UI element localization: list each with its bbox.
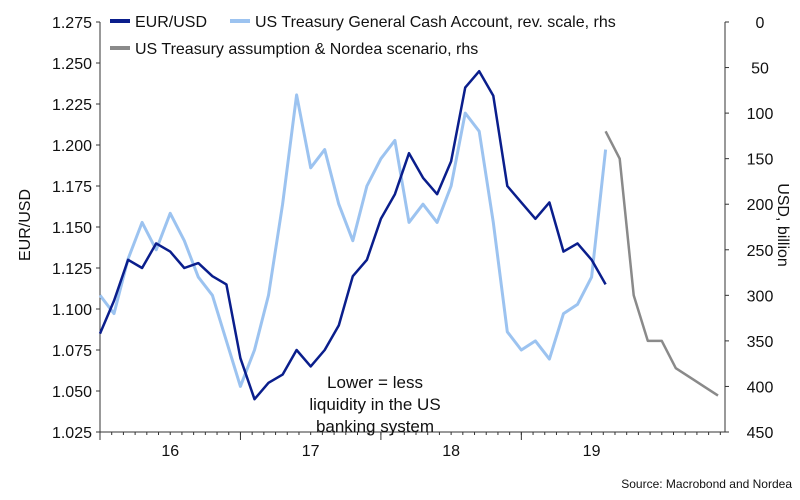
eurusd-series [98, 69, 607, 401]
scenario-series [604, 130, 719, 397]
legend-label-eurusd: EUR/USD [135, 14, 207, 31]
left-axis-label: EUR/USD [17, 189, 34, 261]
right-tick-label: 400 [747, 379, 774, 396]
tga-line [98, 93, 608, 388]
scenario-line [604, 130, 719, 397]
annotation-line-1: Lower = less [327, 373, 423, 392]
right-axis-label: USD, billion [774, 183, 791, 267]
legend: EUR/USD US Treasury General Cash Account… [110, 14, 616, 58]
x-tick-label: 17 [302, 443, 320, 460]
x-tick-label: 18 [442, 443, 460, 460]
right-tick-label: 50 [751, 61, 769, 78]
left-tick-label: 1.250 [52, 56, 92, 73]
left-tick-label: 1.125 [52, 261, 92, 278]
left-tick-label: 1.050 [52, 384, 92, 401]
right-tick-label: 250 [747, 243, 774, 260]
annotation: Lower = less liquidity in the US banking… [309, 373, 440, 436]
right-tick-label: 150 [747, 152, 774, 169]
legend-label-tga: US Treasury General Cash Account, rev. s… [255, 14, 616, 31]
annotation-line-3: banking system [316, 417, 434, 436]
left-tick-label: 1.200 [52, 138, 92, 155]
left-tick-label: 1.100 [52, 302, 92, 319]
right-tick-label: 300 [747, 288, 774, 305]
left-tick-label: 1.275 [52, 15, 92, 32]
right-tick-label: 200 [747, 197, 774, 214]
left-tick-label: 1.150 [52, 220, 92, 237]
right-tick-label: 350 [747, 334, 774, 351]
tga-series [98, 93, 608, 388]
x-tick-label: 16 [161, 443, 179, 460]
left-tick-label: 1.225 [52, 97, 92, 114]
left-tick-label: 1.075 [52, 343, 92, 360]
right-tick-label: 100 [747, 106, 774, 123]
x-tick-label: 19 [583, 443, 601, 460]
left-tick-label: 1.025 [52, 425, 92, 442]
right-tick-label: 0 [756, 15, 765, 32]
eurusd-line [98, 69, 607, 401]
axes [96, 21, 729, 440]
ticks: 1.025 1.050 1.075 1.100 1.125 1.150 1.175 1.200… [52, 15, 773, 460]
legend-label-scenario: US Treasury assumption & Nordea scenario… [135, 41, 478, 58]
source-note: Source: Macrobond and Nordea [621, 477, 792, 491]
annotation-line-2: liquidity in the US [309, 395, 440, 414]
left-tick-label: 1.175 [52, 179, 92, 196]
right-tick-label: 450 [747, 425, 774, 442]
